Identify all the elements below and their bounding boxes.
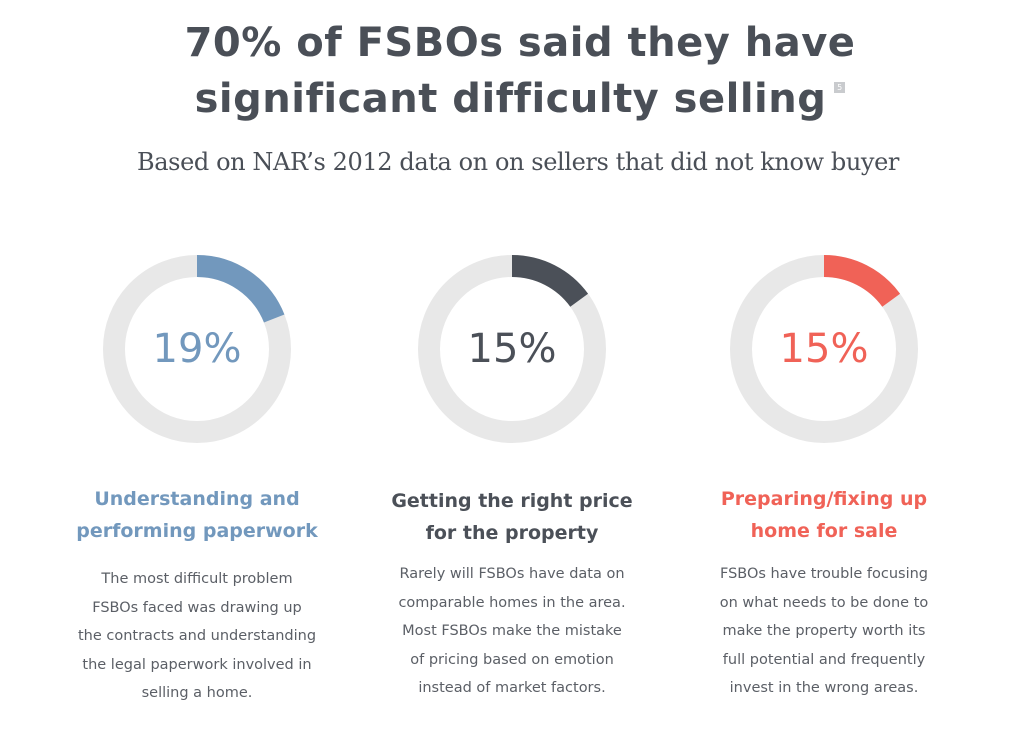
donut-value-arc (103, 255, 291, 443)
stat-description-line: invest in the wrong areas. (729, 680, 919, 696)
stat-description-line: selling a home. (141, 685, 253, 701)
stat-heading: Preparing/fixing up home for sale (674, 483, 974, 547)
page-title-text-1: 70% of FSBOs said they have (184, 20, 856, 66)
stat-description-line: The most difficult problem (101, 571, 293, 587)
stat-description-line: FSBOs faced was drawing up (92, 599, 302, 616)
stat-heading-line: Preparing/fixing up (720, 488, 928, 510)
stat-heading-line: Getting the right price (391, 490, 633, 512)
stat-description-line: Most FSBOs make the mistake (402, 623, 622, 639)
stat-description: The most difficult problem FSBOs faced w… (47, 565, 347, 708)
stat-heading-line: performing paperwork (76, 520, 318, 542)
percentage-value: 15% (467, 326, 557, 372)
footnote-marker[interactable]: 5 (834, 82, 846, 93)
stat-paperwork: 19% Understanding and performing paperwo… (47, 0, 347, 752)
donut-chart-preparing (730, 255, 918, 443)
stat-description-line: Rarely will FSBOs have data on (399, 566, 625, 582)
stat-description: FSBOs have trouble focusing on what need… (674, 560, 974, 703)
percentage-value: 19% (152, 326, 242, 372)
stat-heading-line: for the property (425, 522, 599, 544)
donut-chart-price (418, 255, 606, 443)
stat-description-line: full potential and frequently (722, 651, 926, 668)
stat-description-line: FSBOs have trouble focusing (719, 566, 928, 582)
stat-description-line: of pricing based on emotion (410, 651, 614, 668)
page-title-line-2: significant difficulty selling 5 (0, 74, 1024, 124)
page-title-text-2: significant difficulty selling (194, 76, 827, 122)
stat-description-line: on what needs to be done to (719, 594, 929, 611)
percentage-value: 15% (779, 326, 869, 372)
stat-price: 15% Getting the right price for the prop… (362, 0, 662, 752)
stat-heading: Getting the right price for the property (362, 485, 662, 549)
stat-heading: Understanding and performing paperwork (47, 483, 347, 547)
stat-preparing: 15% Preparing/fixing up home for sale FS… (674, 0, 974, 752)
donut-chart-paperwork (103, 255, 291, 443)
subtitle: Based on NAR’s 2012 data on on sellers t… (137, 148, 899, 176)
stat-heading-line: Understanding and (94, 488, 300, 510)
stat-description-line: comparable homes in the area. (398, 594, 626, 611)
stat-description-line: the contracts and understanding (77, 628, 317, 644)
stat-description-line: instead of market factors. (418, 680, 606, 696)
stat-heading-line: home for sale (750, 520, 898, 542)
donut-value-arc (730, 255, 918, 443)
stat-description: Rarely will FSBOs have data on comparabl… (362, 560, 662, 703)
page-title-line-1: 70% of FSBOs said they have (0, 18, 1024, 68)
stat-description-line: make the property worth its (722, 623, 926, 639)
donut-value-arc (418, 255, 606, 443)
stat-description-line: the legal paperwork involved in (82, 656, 312, 673)
